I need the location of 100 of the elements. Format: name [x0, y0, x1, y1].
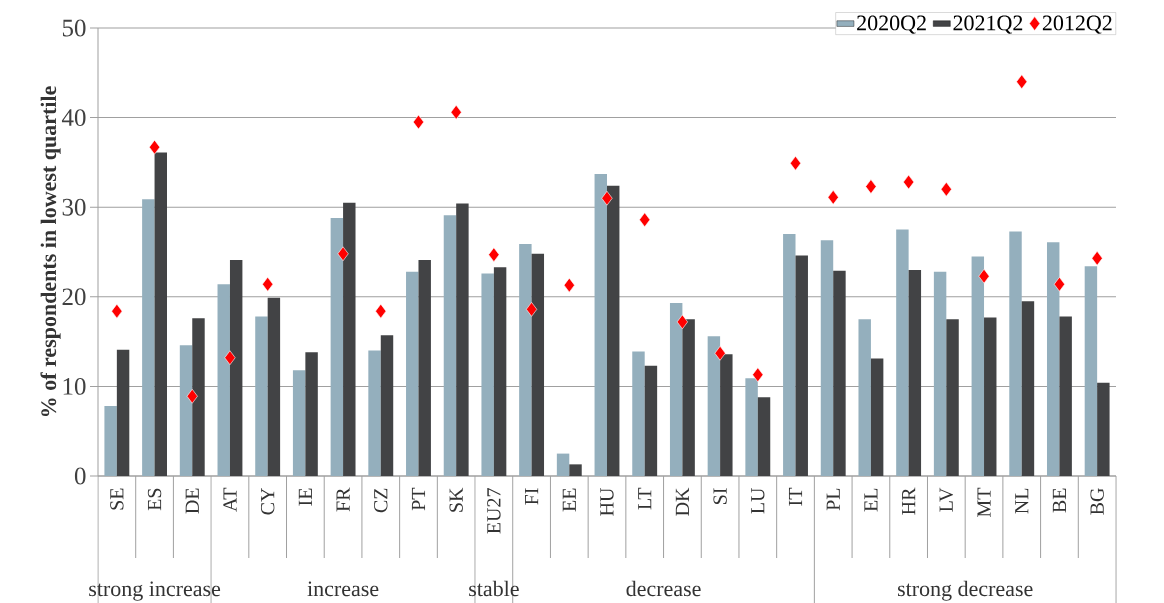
x-tick-label: NL	[1015, 488, 1029, 514]
point	[412, 114, 425, 130]
bar	[556, 453, 570, 476]
bar	[217, 284, 230, 476]
point	[978, 268, 990, 284]
point	[676, 314, 688, 330]
point	[149, 139, 161, 155]
point	[752, 367, 764, 383]
bar	[456, 203, 469, 476]
point	[865, 179, 877, 194]
point	[262, 276, 274, 292]
x-tick-label: MT	[977, 487, 991, 517]
bar	[720, 354, 733, 476]
text: strong increase	[89, 581, 221, 601]
point	[903, 174, 915, 190]
bar	[757, 397, 771, 476]
y-axis-title: % of respondents in lowest quartile	[40, 86, 61, 417]
bar	[104, 406, 117, 476]
point	[827, 190, 839, 205]
text: stable	[469, 580, 519, 597]
x-tick-label: IT	[788, 487, 803, 506]
bar	[896, 229, 909, 476]
bar	[745, 378, 758, 476]
x-tick-label: CZ	[374, 488, 388, 513]
bar	[1084, 266, 1098, 476]
bar	[644, 365, 658, 476]
bar	[933, 271, 947, 476]
point	[789, 155, 802, 171]
bar	[292, 370, 306, 476]
x-tick-label: HU	[600, 487, 614, 516]
bar	[179, 345, 193, 476]
x-tick-label: SE	[110, 488, 124, 510]
x-tick-label: FR	[336, 487, 350, 512]
bar	[1059, 316, 1072, 476]
x-tick-label: LU	[751, 487, 765, 514]
point	[375, 303, 387, 319]
bar	[682, 319, 695, 476]
bar	[594, 174, 607, 476]
bar	[795, 255, 808, 476]
bar	[971, 256, 985, 476]
bar	[908, 269, 922, 476]
x-tick-label: IE	[298, 488, 312, 506]
bar	[380, 335, 394, 476]
bar	[1009, 231, 1022, 476]
point	[940, 181, 952, 197]
point	[450, 104, 462, 120]
bar	[443, 215, 457, 476]
bar	[481, 273, 494, 476]
bar	[870, 358, 884, 476]
bar	[343, 202, 356, 476]
y-tick-label: 50	[62, 19, 86, 37]
x-tick-label: EL	[864, 488, 878, 512]
x-tick-label: PT	[411, 487, 426, 511]
bar	[418, 260, 431, 476]
point	[224, 350, 236, 366]
x-tick-label: CY	[260, 488, 275, 515]
point	[1016, 74, 1028, 90]
x-tick-label: PL	[826, 488, 840, 511]
bar	[669, 303, 683, 476]
point	[563, 277, 575, 293]
bar	[406, 271, 419, 476]
x-tick-label: ES	[147, 488, 162, 511]
text: increase	[307, 581, 379, 597]
bar	[368, 350, 381, 476]
x-tick-label: BG	[1090, 488, 1104, 515]
bar	[607, 185, 620, 476]
bar	[330, 217, 344, 476]
x-tick-label: FI	[525, 488, 539, 505]
bar	[255, 316, 268, 476]
point	[714, 345, 726, 361]
point	[186, 388, 198, 404]
bar	[229, 260, 243, 476]
bar	[833, 270, 846, 476]
x-tick-label: AT	[223, 487, 237, 512]
bar	[858, 319, 871, 476]
y-tick-label: 40	[61, 109, 86, 127]
bar	[192, 318, 205, 476]
x-tick-label: EE	[562, 488, 576, 512]
x-tick-label: HR	[902, 487, 916, 515]
bar	[305, 352, 318, 476]
x-tick-label: SI	[713, 488, 727, 504]
bar	[569, 464, 582, 476]
point	[526, 302, 538, 317]
y-tick-label: 20	[62, 288, 86, 306]
point	[601, 190, 613, 206]
bar	[1046, 242, 1060, 476]
y-tick-label: 30	[62, 198, 86, 216]
bar	[493, 267, 507, 476]
point	[337, 246, 349, 262]
legend-label: 2012Q2	[1042, 15, 1112, 34]
legend-label: 2021Q2	[953, 15, 1023, 34]
bar	[946, 319, 959, 476]
x-tick-label: DK	[675, 487, 689, 516]
bar	[154, 152, 167, 476]
text: strong decrease	[897, 580, 1033, 601]
bar	[519, 243, 532, 476]
bar	[707, 336, 721, 476]
point	[488, 247, 500, 262]
y-tick-label: 10	[63, 377, 86, 395]
bar	[531, 253, 545, 476]
